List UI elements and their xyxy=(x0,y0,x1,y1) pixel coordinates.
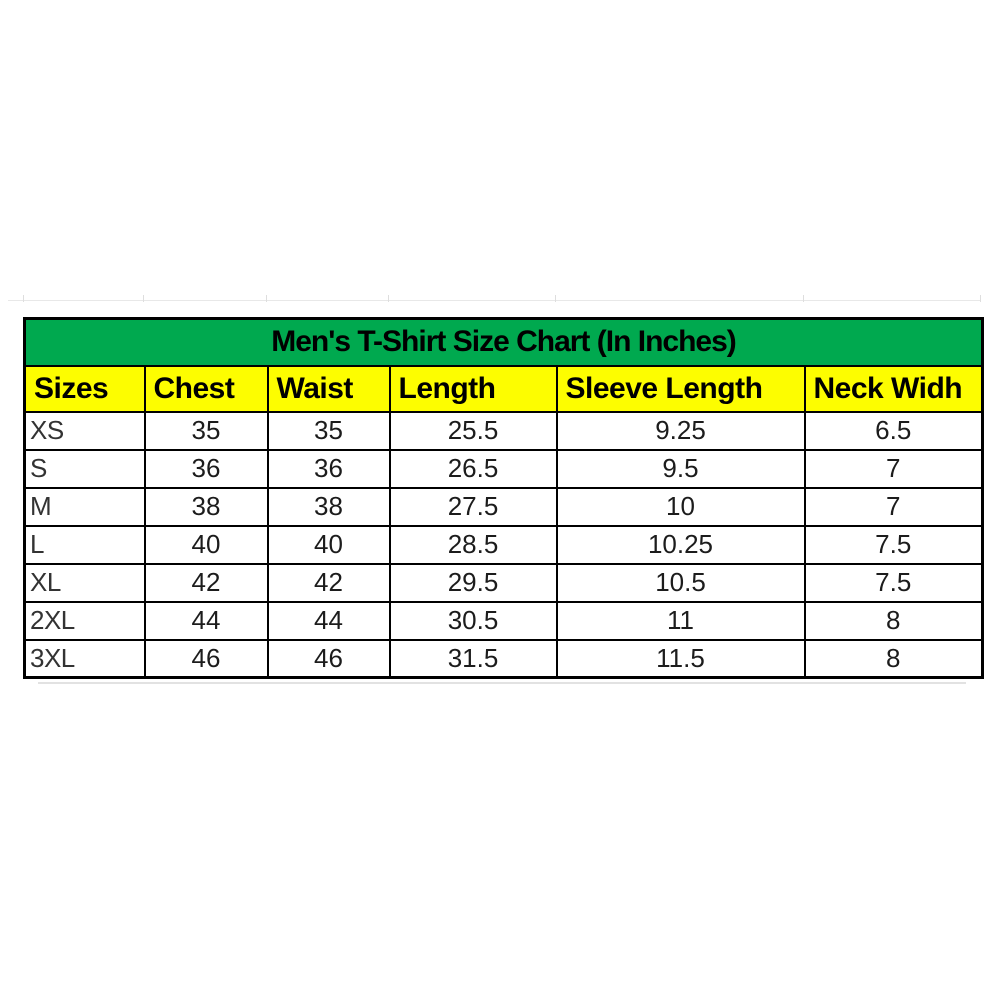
value-cell: 30.5 xyxy=(388,600,558,641)
size-chart-table: Men's T-Shirt Size Chart (In Inches) Siz… xyxy=(23,317,985,679)
value-cell: 36 xyxy=(143,448,269,489)
value-cell: 10.25 xyxy=(555,524,806,565)
gridline-tick xyxy=(980,295,981,302)
value-cell: 36 xyxy=(266,448,391,489)
gridline-artifact xyxy=(8,300,980,301)
value-cell: 6.5 xyxy=(803,410,984,451)
value-cell: 7.5 xyxy=(803,562,984,603)
value-cell: 31.5 xyxy=(388,638,558,679)
table-row-xl: XL 42 42 29.5 10.5 7.5 xyxy=(23,562,984,603)
value-cell: 11.5 xyxy=(555,638,806,679)
value-cell: 40 xyxy=(143,524,269,565)
column-header-sleeve-length: Sleeve Length xyxy=(555,364,806,413)
value-cell: 42 xyxy=(266,562,391,603)
value-cell: 7 xyxy=(803,486,984,527)
value-cell: 44 xyxy=(143,600,269,641)
value-cell: 35 xyxy=(266,410,391,451)
size-cell: M xyxy=(23,486,146,527)
size-cell: L xyxy=(23,524,146,565)
value-cell: 10.5 xyxy=(555,562,806,603)
column-header-length: Length xyxy=(388,364,558,413)
table-row-m: M 38 38 27.5 10 7 xyxy=(23,486,984,527)
value-cell: 46 xyxy=(266,638,391,679)
value-cell: 10 xyxy=(555,486,806,527)
table-header-row: Sizes Chest Waist Length Sleeve Length N… xyxy=(23,364,984,413)
value-cell: 7 xyxy=(803,448,984,489)
table-shadow-artifact xyxy=(38,682,966,684)
value-cell: 11 xyxy=(555,600,806,641)
value-cell: 38 xyxy=(266,486,391,527)
column-header-neck-width: Neck Widh xyxy=(803,364,984,413)
gridline-tick xyxy=(266,295,267,302)
value-cell: 25.5 xyxy=(388,410,558,451)
value-cell: 29.5 xyxy=(388,562,558,603)
gridline-tick xyxy=(555,295,556,302)
value-cell: 9.25 xyxy=(555,410,806,451)
value-cell: 7.5 xyxy=(803,524,984,565)
value-cell: 44 xyxy=(266,600,391,641)
table-title-row: Men's T-Shirt Size Chart (In Inches) xyxy=(23,317,984,367)
column-header-sizes: Sizes xyxy=(23,364,146,413)
gridline-tick xyxy=(388,295,389,302)
size-cell: 3XL xyxy=(23,638,146,679)
table-row-l: L 40 40 28.5 10.25 7.5 xyxy=(23,524,984,565)
gridline-tick xyxy=(23,295,24,302)
size-cell: XS xyxy=(23,410,146,451)
gridline-tick xyxy=(803,295,804,302)
size-cell: XL xyxy=(23,562,146,603)
value-cell: 8 xyxy=(803,638,984,679)
gridline-tick xyxy=(143,295,144,302)
value-cell: 38 xyxy=(143,486,269,527)
value-cell: 28.5 xyxy=(388,524,558,565)
value-cell: 40 xyxy=(266,524,391,565)
value-cell: 27.5 xyxy=(388,486,558,527)
table-row-xs: XS 35 35 25.5 9.25 6.5 xyxy=(23,410,984,451)
size-cell: S xyxy=(23,448,146,489)
column-header-waist: Waist xyxy=(266,364,391,413)
value-cell: 9.5 xyxy=(555,448,806,489)
table-title: Men's T-Shirt Size Chart (In Inches) xyxy=(23,317,984,367)
value-cell: 26.5 xyxy=(388,448,558,489)
table-row-3xl: 3XL 46 46 31.5 11.5 8 xyxy=(23,638,984,679)
value-cell: 46 xyxy=(143,638,269,679)
value-cell: 42 xyxy=(143,562,269,603)
value-cell: 8 xyxy=(803,600,984,641)
table-row-s: S 36 36 26.5 9.5 7 xyxy=(23,448,984,489)
value-cell: 35 xyxy=(143,410,269,451)
column-header-chest: Chest xyxy=(143,364,269,413)
table-row-2xl: 2XL 44 44 30.5 11 8 xyxy=(23,600,984,641)
size-cell: 2XL xyxy=(23,600,146,641)
